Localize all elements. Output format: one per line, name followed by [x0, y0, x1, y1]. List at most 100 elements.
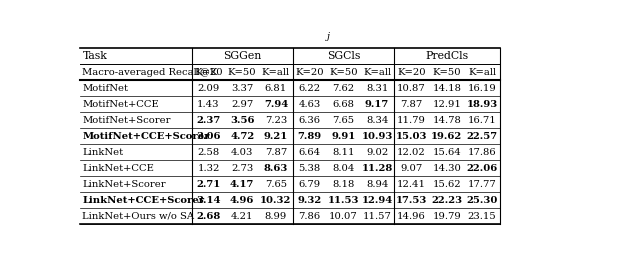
- Text: 19.79: 19.79: [433, 212, 461, 221]
- Text: 22.57: 22.57: [467, 132, 497, 141]
- Text: K=50: K=50: [329, 68, 358, 77]
- Text: K=20: K=20: [194, 68, 223, 77]
- Text: 17.86: 17.86: [468, 148, 497, 157]
- Text: 14.78: 14.78: [433, 116, 461, 125]
- Text: LinkNet+CCE+Scorer: LinkNet+CCE+Scorer: [83, 196, 205, 205]
- Text: 2.09: 2.09: [197, 84, 220, 93]
- Text: 6.64: 6.64: [299, 148, 321, 157]
- Text: 6.68: 6.68: [332, 100, 355, 109]
- Text: PredCls: PredCls: [425, 51, 468, 61]
- Text: 1.32: 1.32: [197, 164, 220, 173]
- Text: 22.23: 22.23: [431, 196, 462, 205]
- Text: 8.99: 8.99: [265, 212, 287, 221]
- Text: 7.87: 7.87: [401, 100, 422, 109]
- Text: 22.06: 22.06: [467, 164, 498, 173]
- Text: 4.21: 4.21: [231, 212, 253, 221]
- Text: 7.23: 7.23: [265, 116, 287, 125]
- Text: 3.56: 3.56: [230, 116, 255, 125]
- Text: 4.63: 4.63: [298, 100, 321, 109]
- Text: 14.96: 14.96: [397, 212, 426, 221]
- Text: 14.30: 14.30: [433, 164, 461, 173]
- Text: 1.43: 1.43: [197, 100, 220, 109]
- Text: 12.91: 12.91: [433, 100, 461, 109]
- Text: 2.37: 2.37: [196, 116, 221, 125]
- Text: 6.79: 6.79: [299, 180, 321, 189]
- Text: 11.28: 11.28: [362, 164, 393, 173]
- Text: 9.07: 9.07: [401, 164, 422, 173]
- Text: 6.81: 6.81: [265, 84, 287, 93]
- Text: 3.37: 3.37: [231, 84, 253, 93]
- Text: 9.32: 9.32: [298, 196, 322, 205]
- Text: 8.18: 8.18: [332, 180, 355, 189]
- Text: 2.71: 2.71: [196, 180, 221, 189]
- Text: 19.62: 19.62: [431, 132, 463, 141]
- Text: 7.62: 7.62: [332, 84, 355, 93]
- Text: 25.30: 25.30: [467, 196, 498, 205]
- Text: K=20: K=20: [397, 68, 426, 77]
- Text: 6.22: 6.22: [299, 84, 321, 93]
- Text: 11.57: 11.57: [363, 212, 392, 221]
- Text: 4.72: 4.72: [230, 132, 254, 141]
- Text: Task: Task: [83, 51, 108, 61]
- Text: 15.64: 15.64: [433, 148, 461, 157]
- Text: 9.02: 9.02: [366, 148, 388, 157]
- Text: 2.58: 2.58: [197, 148, 220, 157]
- Text: 7.87: 7.87: [265, 148, 287, 157]
- Text: 18.93: 18.93: [467, 100, 498, 109]
- Text: 7.86: 7.86: [299, 212, 321, 221]
- Text: 16.19: 16.19: [468, 84, 497, 93]
- Text: 23.15: 23.15: [468, 212, 497, 221]
- Text: 5.38: 5.38: [298, 164, 321, 173]
- Text: 4.17: 4.17: [230, 180, 254, 189]
- Text: 12.41: 12.41: [397, 180, 426, 189]
- Text: 3.14: 3.14: [196, 196, 221, 205]
- Text: 15.62: 15.62: [433, 180, 461, 189]
- Text: 8.11: 8.11: [332, 148, 355, 157]
- Text: 9.91: 9.91: [332, 132, 355, 141]
- Text: 9.21: 9.21: [264, 132, 288, 141]
- Text: 8.34: 8.34: [366, 116, 388, 125]
- Text: MotifNet+CCE: MotifNet+CCE: [83, 100, 159, 109]
- Text: 6.36: 6.36: [299, 116, 321, 125]
- Text: MotifNet+Scorer: MotifNet+Scorer: [83, 116, 171, 125]
- Text: 4.03: 4.03: [231, 148, 253, 157]
- Text: 2.68: 2.68: [196, 212, 221, 221]
- Text: LinkNet+Ours w/o SA: LinkNet+Ours w/o SA: [83, 212, 195, 221]
- Text: K=all: K=all: [468, 68, 496, 77]
- Text: SGCls: SGCls: [326, 51, 360, 61]
- Text: 11.79: 11.79: [397, 116, 426, 125]
- Text: 8.31: 8.31: [366, 84, 388, 93]
- Text: LinkNet+CCE: LinkNet+CCE: [83, 164, 154, 173]
- Text: 7.65: 7.65: [332, 116, 355, 125]
- Text: LinkNet: LinkNet: [83, 148, 124, 157]
- Text: MotifNet+CCE+Scorer: MotifNet+CCE+Scorer: [83, 132, 210, 141]
- Text: 8.94: 8.94: [366, 180, 388, 189]
- Text: 2.73: 2.73: [231, 164, 253, 173]
- Text: Macro-averaged Recall@K: Macro-averaged Recall@K: [83, 68, 218, 77]
- Text: 3.06: 3.06: [196, 132, 221, 141]
- Text: 17.77: 17.77: [468, 180, 497, 189]
- Text: 10.87: 10.87: [397, 84, 426, 93]
- Text: K=20: K=20: [295, 68, 324, 77]
- Text: K=50: K=50: [433, 68, 461, 77]
- Text: 15.03: 15.03: [396, 132, 428, 141]
- Text: SGGen: SGGen: [223, 51, 261, 61]
- Text: 8.04: 8.04: [332, 164, 355, 173]
- Text: 7.94: 7.94: [264, 100, 288, 109]
- Text: 9.17: 9.17: [365, 100, 389, 109]
- Text: 2.97: 2.97: [231, 100, 253, 109]
- Text: 16.71: 16.71: [468, 116, 497, 125]
- Text: 12.02: 12.02: [397, 148, 426, 157]
- Text: 17.53: 17.53: [396, 196, 428, 205]
- Text: 10.93: 10.93: [362, 132, 393, 141]
- Text: 7.65: 7.65: [265, 180, 287, 189]
- Text: 11.53: 11.53: [328, 196, 359, 205]
- Text: 10.32: 10.32: [260, 196, 292, 205]
- Text: 7.89: 7.89: [298, 132, 322, 141]
- Text: j: j: [326, 33, 330, 41]
- Text: K=all: K=all: [262, 68, 290, 77]
- Text: K=all: K=all: [363, 68, 391, 77]
- Text: MotifNet: MotifNet: [83, 84, 129, 93]
- Text: 14.18: 14.18: [432, 84, 461, 93]
- Text: 4.96: 4.96: [230, 196, 254, 205]
